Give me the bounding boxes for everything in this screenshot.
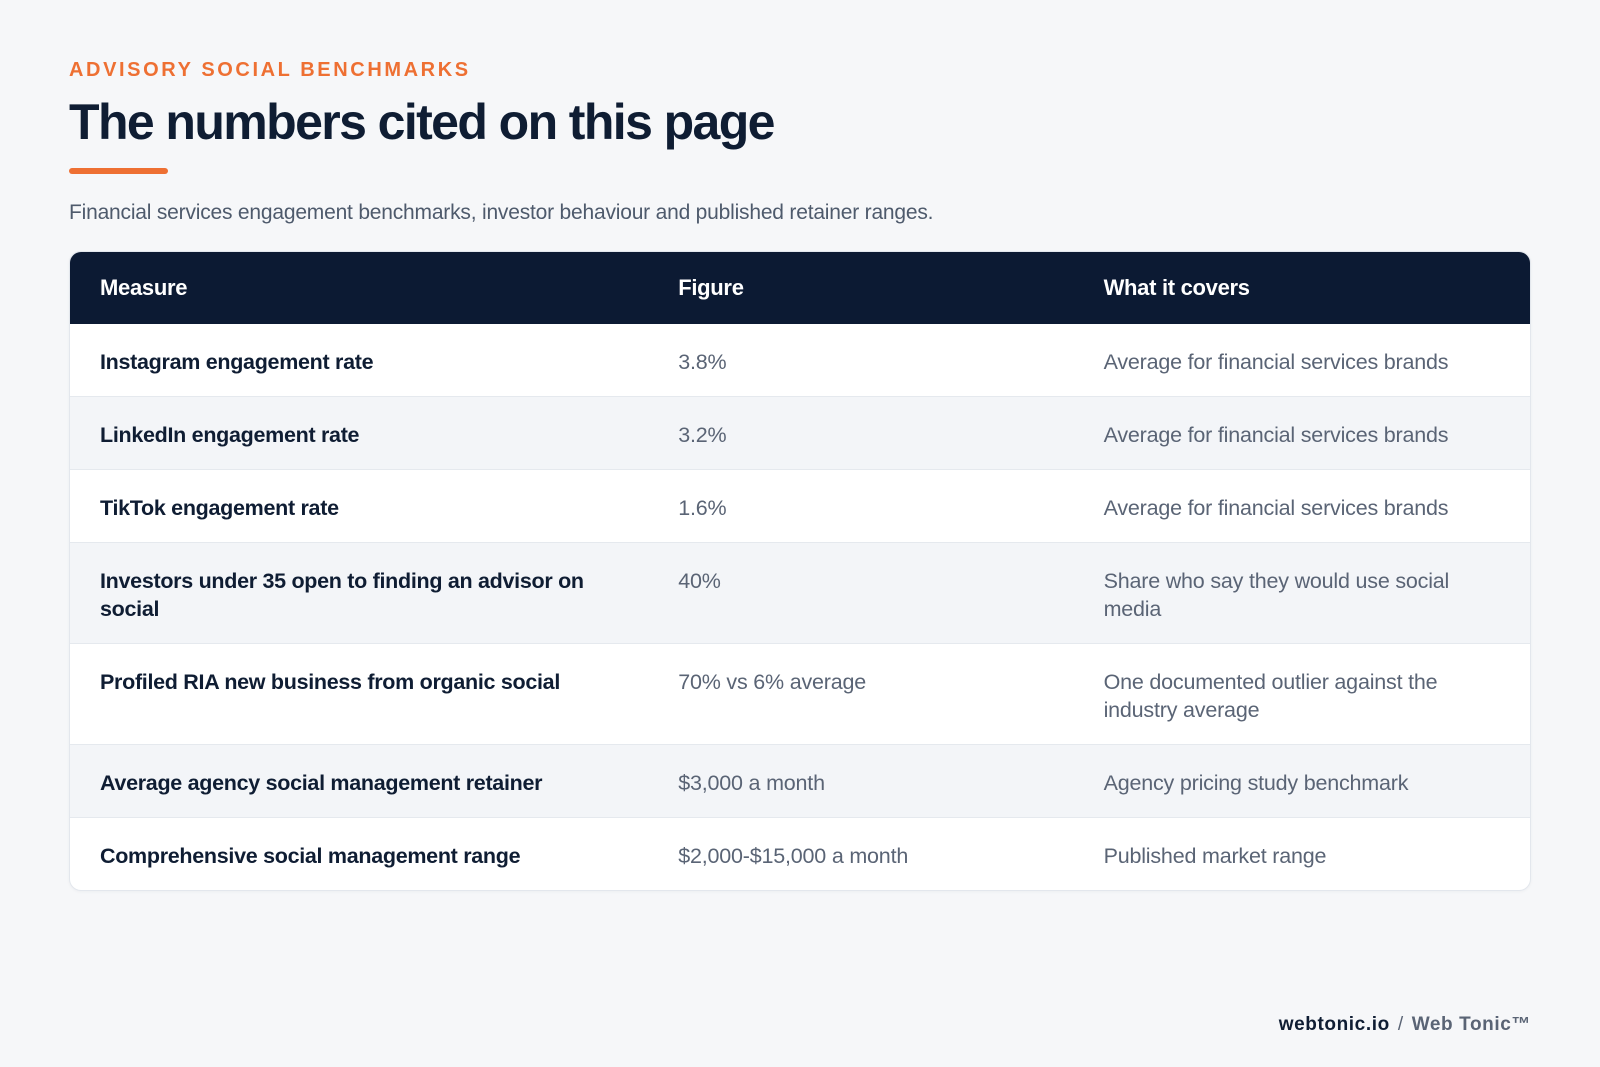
footer-separator: /: [1397, 1014, 1404, 1035]
measure-cell: Profiled RIA new business from organic s…: [100, 670, 561, 694]
table-row: Profiled RIA new business from organic s…: [70, 643, 1530, 744]
covers-cell: Share who say they would use social medi…: [1103, 569, 1450, 621]
benchmarks-table: Measure Figure What it covers Instagram …: [69, 251, 1531, 891]
measure-cell: Instagram engagement rate: [100, 350, 374, 374]
figure-cell: 3.2%: [678, 423, 727, 447]
measure-cell: Average agency social management retaine…: [100, 771, 543, 795]
page-subtitle: Financial services engagement benchmarks…: [69, 201, 934, 224]
page-content: ADVISORY SOCIAL BENCHMARKS The numbers c…: [69, 58, 1531, 891]
figure-cell: 70% vs 6% average: [678, 670, 867, 694]
footer-credit: webtonic.io / Web Tonic™: [1279, 1013, 1531, 1037]
table-row: LinkedIn engagement rate 3.2% Average fo…: [70, 396, 1530, 469]
figure-cell: 3.8%: [678, 350, 727, 374]
covers-cell: Average for financial services brands: [1103, 423, 1449, 447]
covers-cell: Agency pricing study benchmark: [1103, 771, 1409, 795]
measure-cell: Investors under 35 open to finding an ad…: [100, 569, 584, 621]
table-row: Investors under 35 open to finding an ad…: [70, 542, 1530, 643]
covers-cell: Average for financial services brands: [1103, 496, 1449, 520]
footer-site-link[interactable]: webtonic.io: [1278, 1014, 1390, 1035]
title-accent-bar: [69, 168, 168, 174]
table-row: TikTok engagement rate 1.6% Average for …: [70, 469, 1530, 542]
page-title: The numbers cited on this page: [69, 94, 775, 150]
covers-cell: Average for financial services brands: [1103, 350, 1449, 374]
column-header-measure: Measure: [100, 275, 188, 300]
column-header-covers: What it covers: [1103, 275, 1250, 300]
figure-cell: $3,000 a month: [678, 771, 825, 795]
measure-cell: LinkedIn engagement rate: [100, 423, 360, 447]
table-row: Instagram engagement rate 3.8% Average f…: [70, 324, 1530, 396]
eyebrow-label: ADVISORY SOCIAL BENCHMARKS: [69, 59, 471, 81]
measure-cell: Comprehensive social management range: [100, 844, 521, 868]
table-row: Comprehensive social management range $2…: [70, 817, 1530, 890]
figure-cell: 40%: [678, 569, 721, 593]
figure-cell: 1.6%: [678, 496, 727, 520]
footer-brand: Web Tonic™: [1411, 1014, 1531, 1035]
covers-cell: One documented outlier against the indus…: [1103, 670, 1438, 722]
measure-cell: TikTok engagement rate: [100, 496, 339, 520]
table-header: Measure Figure What it covers: [70, 252, 1530, 324]
column-header-figure: Figure: [678, 275, 744, 300]
covers-cell: Published market range: [1103, 844, 1327, 868]
table-row: Average agency social management retaine…: [70, 744, 1530, 817]
figure-cell: $2,000-$15,000 a month: [678, 844, 909, 868]
